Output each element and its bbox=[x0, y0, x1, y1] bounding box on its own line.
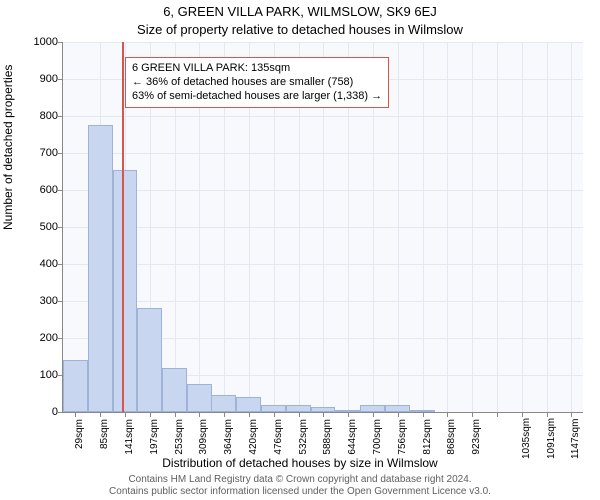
annotation-line: 6 GREEN VILLA PARK: 135sqm bbox=[132, 61, 382, 75]
gridline-vertical bbox=[522, 42, 523, 412]
x-tick-mark bbox=[522, 412, 523, 417]
x-tick-mark bbox=[224, 412, 225, 417]
x-tick-label: 476sqm bbox=[273, 419, 284, 459]
y-tick-label: 200 bbox=[22, 332, 58, 344]
y-tick-mark bbox=[58, 116, 63, 117]
y-tick-label: 500 bbox=[22, 221, 58, 233]
histogram-bar bbox=[410, 410, 435, 412]
x-tick-mark bbox=[274, 412, 275, 417]
footer-line-1: Contains HM Land Registry data © Crown c… bbox=[0, 474, 600, 486]
x-tick-label: 1147sqm bbox=[570, 419, 581, 459]
histogram-bar bbox=[286, 405, 311, 412]
histogram-bar bbox=[360, 405, 385, 412]
x-tick-label: 756sqm bbox=[397, 419, 408, 459]
x-tick-mark bbox=[299, 412, 300, 417]
gridline-vertical bbox=[497, 42, 498, 412]
x-tick-mark bbox=[150, 412, 151, 417]
x-tick-label: 588sqm bbox=[322, 419, 333, 459]
y-tick-label: 100 bbox=[22, 369, 58, 381]
histogram-bar bbox=[63, 360, 88, 412]
histogram-bar bbox=[261, 405, 286, 412]
x-tick-label: 364sqm bbox=[223, 419, 234, 459]
x-tick-mark bbox=[447, 412, 448, 417]
y-tick-mark bbox=[58, 264, 63, 265]
x-tick-label: 1091sqm bbox=[546, 419, 557, 459]
gridline-vertical bbox=[447, 42, 448, 412]
x-tick-mark bbox=[547, 412, 548, 417]
x-tick-mark bbox=[571, 412, 572, 417]
histogram-bar bbox=[88, 125, 113, 412]
x-tick-mark bbox=[398, 412, 399, 417]
x-tick-label: 29sqm bbox=[74, 419, 85, 459]
x-tick-label: 85sqm bbox=[99, 419, 110, 459]
gridline-vertical bbox=[398, 42, 399, 412]
footer-line-2: Contains public sector information licen… bbox=[0, 486, 600, 498]
x-tick-label: 420sqm bbox=[248, 419, 259, 459]
x-tick-label: 923sqm bbox=[471, 419, 482, 459]
x-tick-mark bbox=[323, 412, 324, 417]
y-tick-label: 900 bbox=[22, 73, 58, 85]
gridline-vertical bbox=[571, 42, 572, 412]
x-tick-mark bbox=[100, 412, 101, 417]
gridline-vertical bbox=[547, 42, 548, 412]
x-tick-mark bbox=[348, 412, 349, 417]
y-axis-label: Number of detached properties bbox=[1, 65, 15, 230]
x-axis-label: Distribution of detached houses by size … bbox=[0, 456, 600, 470]
histogram-bar bbox=[311, 407, 336, 412]
x-tick-label: 644sqm bbox=[347, 419, 358, 459]
x-tick-label: 812sqm bbox=[422, 419, 433, 459]
y-tick-mark bbox=[58, 190, 63, 191]
histogram-bar bbox=[137, 308, 162, 412]
histogram-bar bbox=[211, 395, 236, 412]
x-tick-label: 309sqm bbox=[198, 419, 209, 459]
y-tick-mark bbox=[58, 338, 63, 339]
chart-container: 6, GREEN VILLA PARK, WILMSLOW, SK9 6EJ S… bbox=[0, 0, 600, 500]
x-tick-mark bbox=[497, 412, 498, 417]
x-tick-mark bbox=[249, 412, 250, 417]
x-tick-label: 253sqm bbox=[174, 419, 185, 459]
x-tick-mark bbox=[423, 412, 424, 417]
histogram-bar bbox=[385, 405, 410, 412]
x-tick-mark bbox=[472, 412, 473, 417]
chart-subtitle: Size of property relative to detached ho… bbox=[0, 22, 600, 37]
y-tick-mark bbox=[58, 79, 63, 80]
x-tick-mark bbox=[199, 412, 200, 417]
x-tick-label: 197sqm bbox=[149, 419, 160, 459]
x-tick-label: 532sqm bbox=[298, 419, 309, 459]
y-tick-label: 600 bbox=[22, 184, 58, 196]
histogram-bar bbox=[113, 170, 138, 412]
y-tick-label: 300 bbox=[22, 295, 58, 307]
x-tick-mark bbox=[373, 412, 374, 417]
y-tick-label: 800 bbox=[22, 110, 58, 122]
chart-title: 6, GREEN VILLA PARK, WILMSLOW, SK9 6EJ bbox=[0, 4, 600, 19]
footer-attribution: Contains HM Land Registry data © Crown c… bbox=[0, 474, 600, 498]
x-tick-mark bbox=[175, 412, 176, 417]
y-tick-label: 700 bbox=[22, 147, 58, 159]
x-tick-mark bbox=[125, 412, 126, 417]
y-tick-label: 0 bbox=[22, 406, 58, 418]
histogram-bar bbox=[335, 410, 360, 412]
histogram-bar bbox=[162, 368, 187, 412]
x-tick-label: 700sqm bbox=[372, 419, 383, 459]
y-tick-mark bbox=[58, 301, 63, 302]
y-tick-mark bbox=[58, 227, 63, 228]
y-tick-mark bbox=[58, 153, 63, 154]
y-tick-label: 400 bbox=[22, 258, 58, 270]
histogram-bar bbox=[187, 384, 212, 412]
annotation-box: 6 GREEN VILLA PARK: 135sqm← 36% of detac… bbox=[125, 57, 389, 108]
x-tick-label: 868sqm bbox=[446, 419, 457, 459]
x-tick-mark bbox=[75, 412, 76, 417]
y-tick-mark bbox=[58, 42, 63, 43]
gridline-vertical bbox=[472, 42, 473, 412]
plot-area: 6 GREEN VILLA PARK: 135sqm← 36% of detac… bbox=[62, 42, 583, 413]
y-tick-label: 1000 bbox=[22, 36, 58, 48]
x-tick-label: 1035sqm bbox=[521, 419, 532, 459]
gridline-vertical bbox=[423, 42, 424, 412]
annotation-line: 63% of semi-detached houses are larger (… bbox=[132, 89, 382, 103]
y-tick-mark bbox=[58, 412, 63, 413]
histogram-bar bbox=[236, 397, 261, 412]
x-tick-label: 141sqm bbox=[124, 419, 135, 459]
annotation-line: ← 36% of detached houses are smaller (75… bbox=[132, 75, 382, 89]
